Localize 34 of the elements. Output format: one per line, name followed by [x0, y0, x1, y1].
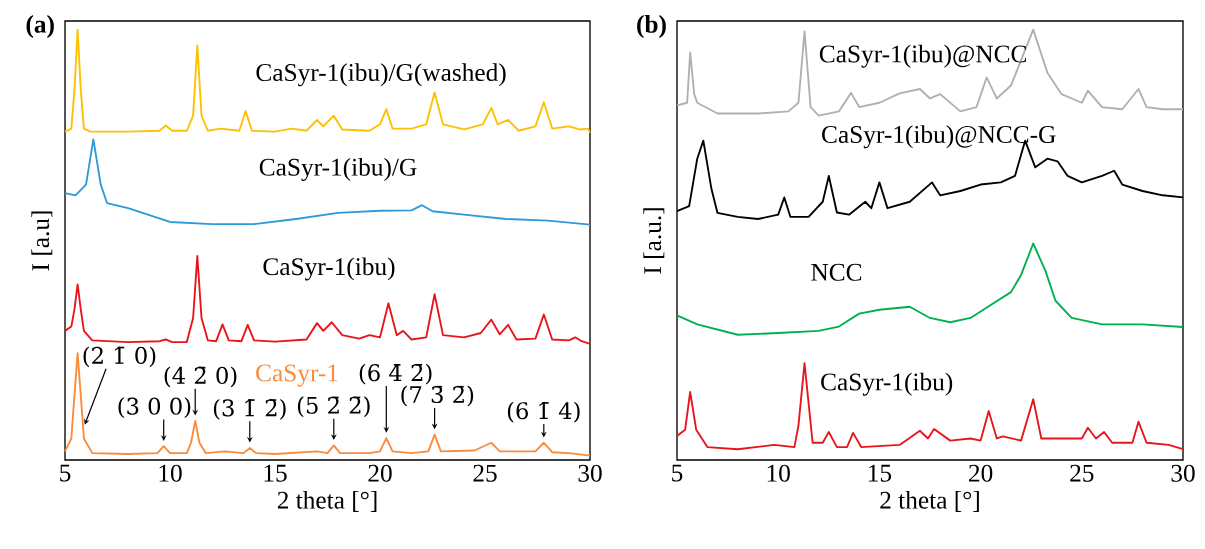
x-tick-label: 5 — [672, 464, 683, 482]
x-tick-label: 15 — [868, 464, 892, 482]
annotation: (5 2̄ 2̄) — [297, 396, 370, 418]
x-tick-label: 20 — [368, 464, 392, 482]
annotation: (7 3̄ 2̄) — [401, 385, 474, 407]
series-label: CaSyr-1(ibu)@NCC — [819, 44, 1027, 68]
chart-title: (b) — [637, 15, 666, 39]
annotation: (6 1̄ 4) — [507, 401, 580, 423]
x-tick-label: 10 — [159, 464, 182, 482]
annotation: (3 0 0) — [118, 397, 191, 418]
x-tick-label: 25 — [473, 464, 497, 482]
x-tick-label: 30 — [578, 464, 602, 482]
x-tick-label: 20 — [969, 464, 993, 482]
y-axis-title: I [a.u.] — [643, 208, 665, 274]
series-label: CaSyr-1(ibu)/G — [259, 157, 417, 181]
chart-title: (a) — [26, 15, 54, 39]
annotation: (4 2̄ 0) — [164, 366, 237, 388]
x-tick-label: 30 — [1171, 464, 1195, 482]
text: CaSyr-1 — [256, 364, 338, 387]
x-axis-title: 2 theta [°] — [880, 490, 979, 512]
annotation: (3 1̄ 2̄) — [213, 398, 286, 420]
annotation: (2 1̄ 0) — [83, 346, 156, 368]
series-label: CaSyr-1(ibu) — [821, 372, 953, 396]
annotation: (6 4̄ 2̄) — [359, 363, 432, 385]
series-label: NCC — [811, 263, 862, 281]
series-label: CaSyr-1(ibu)@NCC-G — [822, 125, 1056, 149]
x-tick-label: 10 — [767, 464, 790, 482]
x-tick-label: 5 — [60, 464, 71, 482]
x-axis-title: 2 theta [°] — [277, 490, 377, 512]
x-tick-label: 25 — [1070, 464, 1094, 482]
y-axis-title: I [a.u] — [31, 211, 53, 271]
series-label: CaSyr-1(ibu)/G(washed) — [256, 63, 506, 87]
x-tick-label: 15 — [264, 464, 287, 482]
series-label: CaSyr-1(ibu) — [263, 257, 395, 281]
